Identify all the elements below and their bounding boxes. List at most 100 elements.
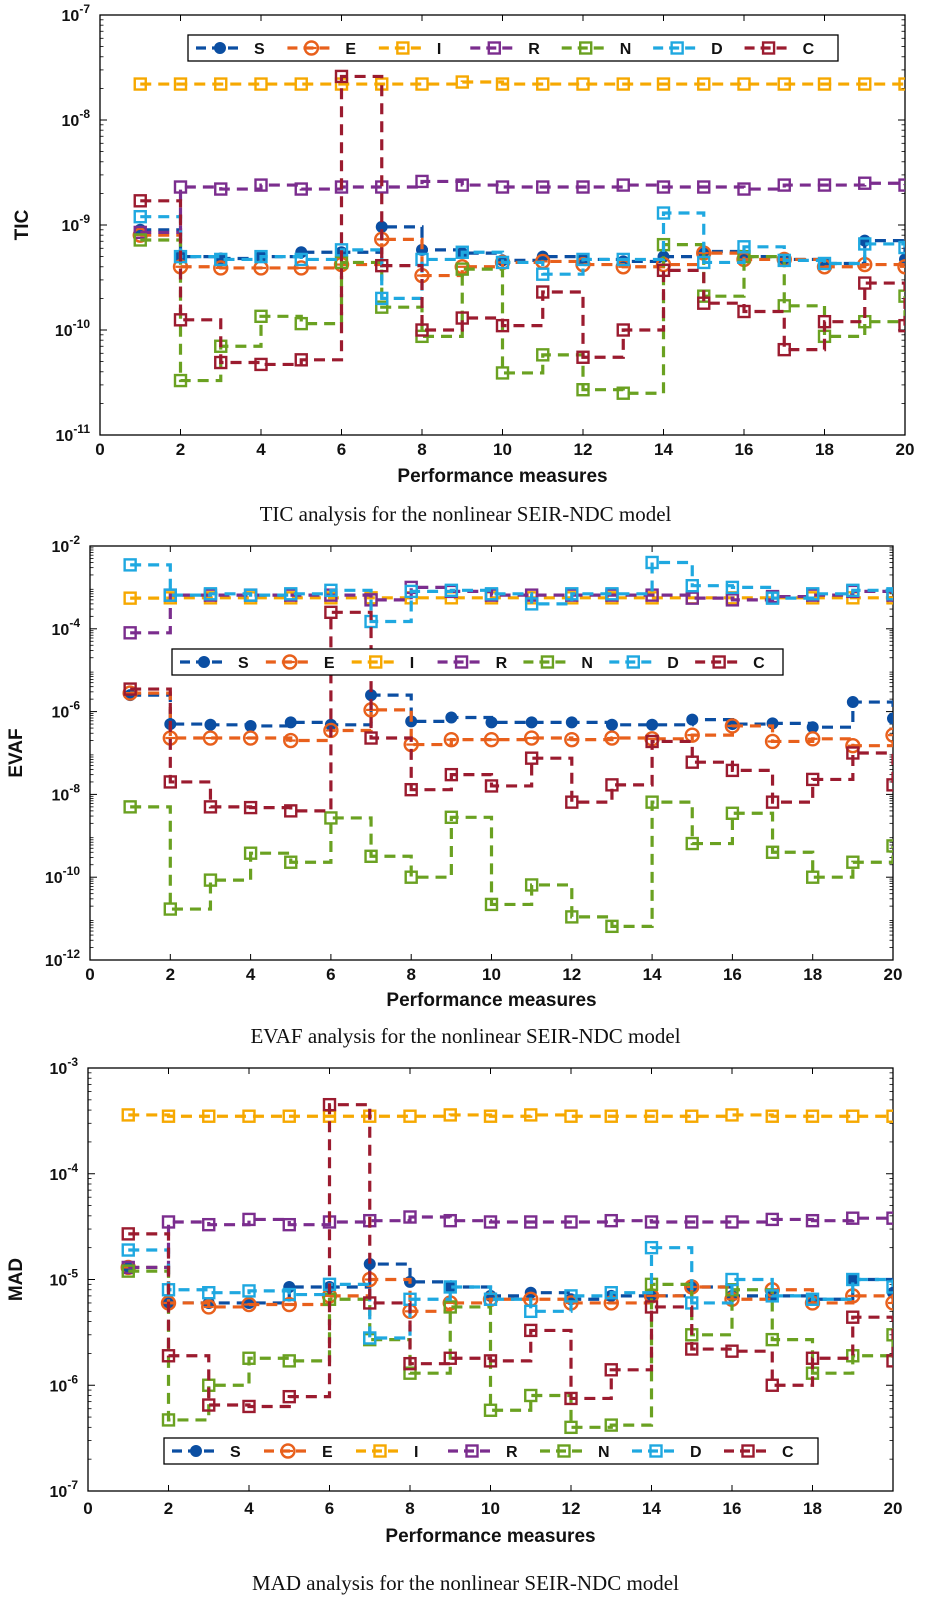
point-S bbox=[846, 696, 859, 709]
point-R bbox=[644, 1215, 659, 1229]
point-R bbox=[403, 1210, 417, 1224]
point-C bbox=[765, 795, 780, 809]
point-S bbox=[284, 716, 297, 729]
point-S bbox=[244, 719, 257, 732]
point-D bbox=[443, 1280, 457, 1294]
point-D bbox=[685, 578, 699, 593]
y-tick-label: 10-6 bbox=[52, 699, 81, 722]
point-C bbox=[324, 605, 338, 620]
legend-label-D: D bbox=[667, 655, 679, 672]
point-C bbox=[806, 772, 820, 787]
point-N bbox=[846, 855, 860, 869]
legend-marker-E bbox=[303, 40, 320, 56]
series-line-N bbox=[130, 800, 893, 928]
point-I bbox=[415, 77, 429, 91]
point-E bbox=[283, 732, 299, 749]
point-N bbox=[765, 845, 780, 859]
point-C bbox=[898, 318, 905, 333]
x-tick-label: 0 bbox=[83, 1499, 92, 1518]
x-axis-label: Performance measures bbox=[386, 990, 596, 1011]
y-tick-label: 10-10 bbox=[45, 864, 80, 887]
point-S bbox=[525, 716, 538, 729]
point-N bbox=[886, 1328, 893, 1342]
point-N bbox=[616, 386, 630, 400]
point-R bbox=[214, 182, 228, 196]
point-D bbox=[242, 1284, 256, 1298]
point-I bbox=[898, 77, 905, 91]
y-tick-label: 10-4 bbox=[50, 1161, 79, 1184]
legend-label-N: N bbox=[598, 1444, 610, 1461]
x-tick-label: 16 bbox=[723, 965, 742, 984]
point-N bbox=[484, 897, 499, 912]
x-tick-label: 18 bbox=[815, 440, 834, 459]
point-I bbox=[443, 1108, 457, 1122]
y-axis-label: EVAF bbox=[6, 728, 27, 777]
legend-label-S: S bbox=[254, 41, 265, 58]
point-D bbox=[564, 1289, 578, 1303]
point-R bbox=[765, 1212, 779, 1227]
legend-label-E: E bbox=[345, 41, 356, 58]
point-D bbox=[375, 291, 389, 306]
point-C bbox=[403, 1356, 417, 1371]
point-D bbox=[121, 1243, 135, 1257]
point-D bbox=[495, 255, 510, 270]
point-I bbox=[524, 1108, 538, 1122]
point-D bbox=[886, 587, 893, 601]
legend-marker-S bbox=[190, 1445, 202, 1457]
point-N bbox=[242, 1351, 256, 1365]
point-R bbox=[817, 178, 832, 192]
point-S bbox=[887, 712, 893, 725]
point-D bbox=[294, 252, 308, 267]
point-D bbox=[133, 209, 147, 224]
point-C bbox=[495, 318, 510, 333]
x-tick-label: 2 bbox=[164, 1499, 173, 1518]
point-R bbox=[282, 1217, 296, 1232]
point-N bbox=[133, 233, 147, 247]
point-N bbox=[645, 795, 659, 809]
legend-label-N: N bbox=[620, 41, 632, 58]
point-C bbox=[284, 804, 298, 818]
point-I bbox=[697, 77, 711, 91]
point-R bbox=[805, 1213, 820, 1228]
series-line-R bbox=[140, 179, 905, 235]
point-I bbox=[536, 77, 550, 91]
point-N bbox=[524, 878, 539, 892]
point-D bbox=[203, 587, 218, 601]
point-E bbox=[564, 731, 580, 748]
point-I bbox=[604, 1109, 618, 1123]
point-I bbox=[214, 77, 228, 91]
series-line-C bbox=[130, 610, 893, 813]
legend-label-R: R bbox=[528, 41, 540, 58]
point-D bbox=[604, 1286, 618, 1300]
point-D bbox=[886, 1280, 893, 1294]
point-D bbox=[202, 1286, 216, 1300]
point-C bbox=[886, 778, 893, 792]
series-line-D bbox=[130, 560, 893, 624]
y-tick-label: 10-8 bbox=[52, 781, 81, 804]
x-tick-label: 10 bbox=[493, 440, 512, 459]
legend-label-S: S bbox=[238, 655, 249, 672]
point-E bbox=[443, 731, 460, 748]
point-C bbox=[725, 1344, 739, 1358]
x-tick-label: 12 bbox=[562, 1499, 581, 1518]
point-D bbox=[605, 587, 619, 601]
point-I bbox=[576, 77, 590, 91]
x-axis-label: Performance measures bbox=[397, 466, 607, 487]
point-R bbox=[576, 180, 590, 194]
legend-marker-N bbox=[540, 655, 555, 669]
point-D bbox=[725, 1272, 739, 1287]
point-N bbox=[294, 316, 308, 331]
legend-marker-I bbox=[396, 41, 410, 55]
point-N bbox=[685, 836, 699, 851]
point-R bbox=[777, 178, 791, 192]
point-I bbox=[616, 77, 630, 91]
legend-label-E: E bbox=[324, 655, 335, 672]
point-I bbox=[495, 77, 510, 91]
point-I bbox=[765, 1109, 779, 1123]
legend-label-N: N bbox=[581, 655, 593, 672]
x-tick-label: 18 bbox=[803, 965, 822, 984]
point-R bbox=[524, 1215, 538, 1229]
point-R bbox=[846, 1211, 860, 1225]
point-D bbox=[214, 252, 228, 267]
point-E bbox=[684, 727, 700, 743]
